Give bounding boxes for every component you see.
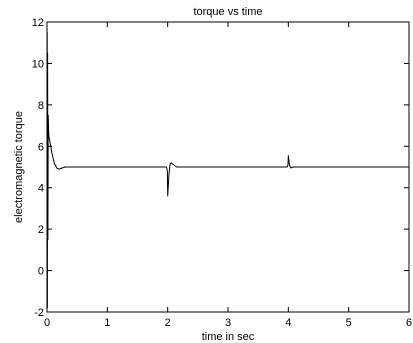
x-tick-label: 0: [44, 317, 50, 329]
y-tick-label: 0: [38, 266, 44, 278]
x-tick-label: 6: [406, 317, 412, 329]
chart-title: torque vs time: [193, 6, 262, 18]
series-group: [46, 31, 409, 309]
y-tick-label: 12: [32, 17, 44, 29]
y-axis-label: electromagnetic torque: [13, 111, 25, 223]
y-tick-label: 10: [32, 58, 44, 70]
series-line: [46, 31, 409, 309]
y-tick-label: 8: [38, 100, 44, 112]
x-axis-label: time in sec: [202, 331, 255, 343]
x-tick-label: 1: [104, 317, 110, 329]
x-tick-label: 3: [225, 317, 231, 329]
x-tick-label: 5: [346, 317, 352, 329]
x-tick-label: 2: [165, 317, 171, 329]
y-tick-label: 2: [38, 224, 44, 236]
x-tick-label: 4: [285, 317, 291, 329]
y-tick-label: -2: [34, 307, 44, 319]
y-tick-label: 4: [38, 183, 44, 195]
y-tick-label: 6: [38, 141, 44, 153]
